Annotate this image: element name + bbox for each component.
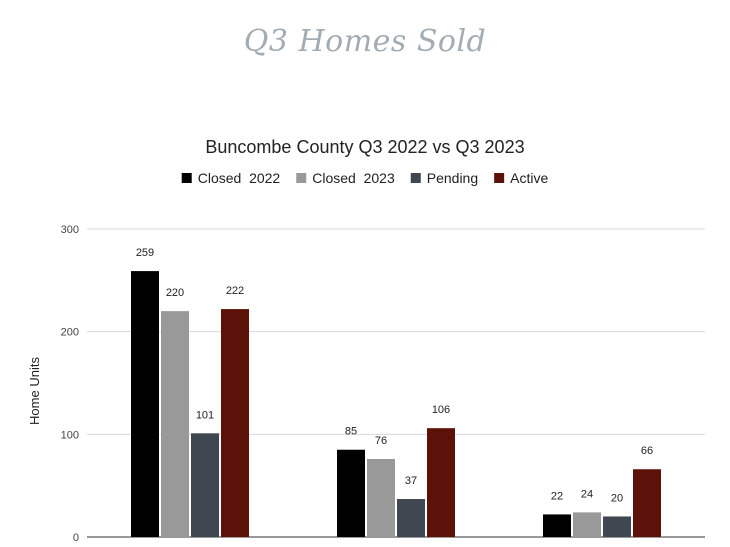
page-heading: Q3 Homes Sold [243,24,487,59]
data-label-2-1: 220 [166,287,184,299]
legend-label-1: Closed 2022 [198,170,281,186]
bar-4-3 [633,469,661,537]
y-tick-label: 200 [61,327,79,339]
bar-3-2 [397,499,425,537]
y-tick-label: 300 [61,224,79,236]
legend-label-4: Active [510,170,548,186]
bar-2-3 [573,512,601,537]
bar-3-1 [191,433,219,537]
y-tick-label: 0 [73,532,79,544]
chart-title: Buncombe County Q3 2022 vs Q3 2023 [205,137,524,157]
data-label-1-2: 85 [345,426,357,438]
data-label-4-3: 66 [641,445,653,457]
legend-label-2: Closed 2023 [312,170,395,186]
data-label-1-3: 22 [551,490,563,502]
bar-4-2 [427,428,455,537]
data-label-4-2: 106 [432,404,450,416]
bar-2-2 [367,458,395,537]
data-label-2-3: 24 [581,488,593,500]
data-label-3-1: 101 [196,409,214,421]
y-axis-label: Home Units [27,357,42,425]
legend-swatch-4 [494,173,505,183]
bar-1-1 [131,271,159,537]
data-label-2-2: 76 [375,435,387,447]
bar-1-2 [337,449,365,537]
bar-2-1 [161,311,189,537]
data-label-4-1: 222 [226,285,244,297]
legend-swatch-3 [410,173,421,183]
bar-3-3 [603,516,631,537]
bar-1-3 [543,514,571,537]
data-label-1-1: 259 [136,247,154,259]
data-label-3-3: 20 [611,492,623,504]
legend-swatch-2 [296,173,307,183]
legend-label-3: Pending [427,170,478,186]
legend-swatch-1 [181,173,192,183]
data-label-3-2: 37 [405,475,417,487]
bar-4-1 [221,309,249,537]
y-tick-label: 100 [61,429,79,441]
